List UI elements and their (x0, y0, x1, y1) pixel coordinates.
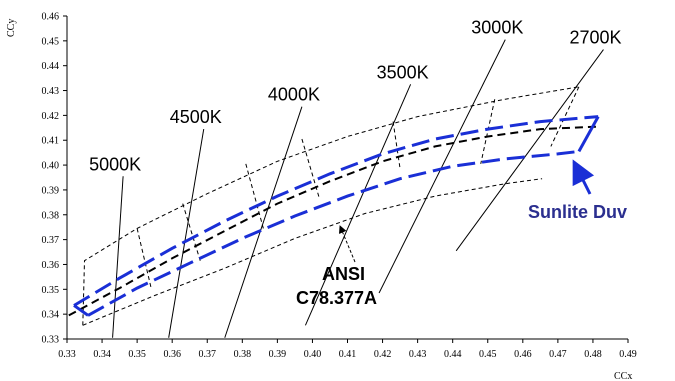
sunlite-left-edge (73, 304, 89, 317)
x-tick-label: 0.45 (479, 349, 497, 360)
x-tick-label: 0.43 (409, 349, 427, 360)
ansi-quadrangle-divider (182, 203, 201, 261)
ansi-quadrangle-divider (136, 228, 152, 289)
cct-label-4500k: 4500K (170, 107, 222, 127)
ansi-quadrangle-divider (480, 99, 496, 164)
x-tick-label: 0.49 (619, 349, 637, 360)
ansi-label-line1: ANSI (322, 264, 365, 284)
y-tick-label: 0.39 (42, 185, 60, 196)
x-tick-label: 0.39 (269, 349, 287, 360)
cct-line-4500k (168, 128, 205, 338)
y-axis: 0.33 0.34 0.35 0.36 0.37 0.38 0.39 0.40 0.41 0.42… (42, 12, 68, 346)
cct-line-3000k (378, 39, 506, 294)
cct-label-4000k: 4000K (268, 85, 320, 105)
cct-label-3500k: 3500K (377, 62, 429, 82)
x-tick-label: 0.36 (163, 349, 181, 360)
y-tick-label: 0.42 (42, 111, 60, 122)
x-tick-label: 0.42 (374, 349, 392, 360)
y-tick-label: 0.33 (42, 335, 60, 346)
y-tick-label: 0.41 (42, 136, 60, 147)
sunlite-upper-line (73, 115, 599, 307)
ansi-lower-boundary (82, 178, 543, 326)
x-tick-label: 0.34 (93, 349, 111, 360)
cct-label-3000k: 3000K (471, 18, 523, 38)
ansi-quadrangle-divider (550, 86, 580, 147)
y-tick-label: 0.45 (42, 36, 60, 47)
cct-label-5000k: 5000K (89, 154, 141, 174)
y-tick-label: 0.40 (42, 161, 60, 172)
x-tick-label: 0.46 (514, 349, 532, 360)
x-axis-title: CCx (614, 371, 632, 381)
y-tick-label: 0.35 (42, 285, 60, 296)
sunlite-lower-line (87, 149, 580, 317)
cct-line-2700k (455, 49, 604, 252)
x-tick-label: 0.35 (128, 349, 146, 360)
ansi-quadrangle-divider (301, 138, 320, 199)
ansi-quadrangle-divider (392, 121, 401, 169)
x-tick-label: 0.44 (444, 349, 462, 360)
y-tick-label: 0.46 (42, 12, 60, 23)
sunlite-right-edge (577, 115, 600, 153)
y-tick-label: 0.44 (42, 61, 60, 72)
x-tick-label: 0.48 (584, 349, 602, 360)
y-axis-title: CCy (6, 19, 17, 37)
cct-line-4000k (224, 106, 303, 338)
x-tick-label: 0.38 (234, 349, 252, 360)
cct-line-5000k (112, 176, 124, 338)
ansi-label-line2: C78.377A (296, 288, 377, 308)
x-tick-label: 0.40 (304, 349, 322, 360)
x-tick-label: 0.41 (339, 349, 357, 360)
y-tick-label: 0.36 (42, 260, 60, 271)
x-tick-label: 0.37 (199, 349, 217, 360)
cct-label-2700k: 2700K (569, 28, 621, 48)
y-tick-label: 0.43 (42, 86, 60, 97)
ansi-quadrangle-divider (245, 163, 264, 229)
sunlite-duv-label: Sunlite Duv (528, 202, 627, 222)
ansi-center-line (68, 125, 599, 317)
y-tick-label: 0.34 (42, 310, 60, 321)
sunlite-duv-series (73, 115, 600, 317)
y-tick-label: 0.38 (42, 210, 60, 221)
ansi-upper-boundary (82, 86, 579, 326)
chart-labels: 5000K 4500K 4000K 3500K 3000K 2700K (89, 18, 622, 263)
sunlite-pointer-arrow (572, 159, 595, 195)
x-tick-label: 0.47 (549, 349, 567, 360)
y-tick-label: 0.37 (42, 235, 60, 246)
x-tick-label: 0.33 (58, 349, 76, 360)
ansi-series (68, 86, 599, 326)
x-axis: 0.33 0.34 0.35 0.36 0.37 0.38 0.39 0.40 0.41 0.42… (58, 338, 637, 360)
ansi-pointer-arrow (339, 225, 356, 263)
